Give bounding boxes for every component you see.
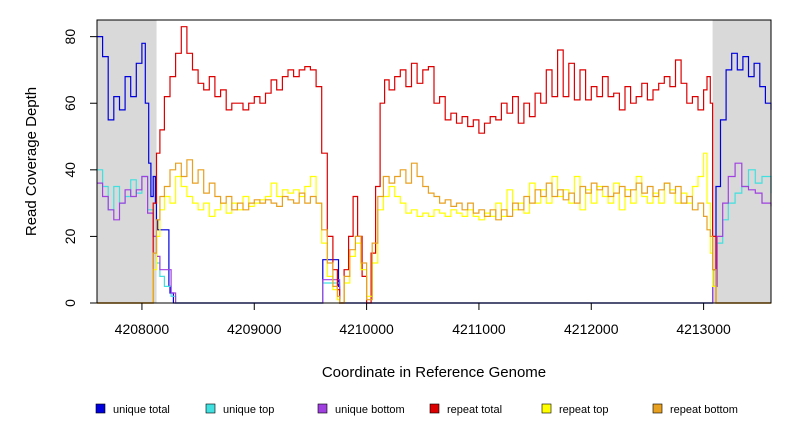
- x-tick-label-0: 4208000: [115, 321, 170, 337]
- y-axis-title: Read Coverage Depth: [23, 87, 40, 236]
- series-line-repeat-top: [97, 152, 771, 304]
- x-tick-label-1: 4209000: [227, 321, 282, 337]
- legend-label-unique-top: unique top: [223, 404, 274, 416]
- series-line-repeat-total: [97, 26, 771, 304]
- x-axis: 4208000 4209000 4210000 4211000 4212000 42130…: [115, 303, 731, 337]
- legend-swatch-repeat-bottom: [652, 403, 663, 414]
- legend-swatch-repeat-total: [429, 403, 440, 414]
- x-tick-label-3: 4211000: [452, 321, 506, 337]
- y-axis: 0 20 40 60 80: [62, 29, 97, 307]
- legend: unique total unique top unique bottom repea…: [95, 403, 738, 416]
- x-axis-title: Coordinate in Reference Genome: [322, 364, 546, 381]
- plot-frame: [96, 19, 772, 304]
- y-tick-label-2: 40: [62, 162, 78, 178]
- y-tick-label-0: 0: [62, 299, 78, 307]
- legend-label-repeat-total: repeat total: [447, 404, 502, 416]
- x-tick-label-4: 4212000: [564, 321, 619, 337]
- series-line-unique-bottom: [97, 162, 772, 304]
- series-line-repeat-bottom: [97, 159, 771, 304]
- y-tick-label-4: 80: [62, 29, 78, 45]
- legend-swatch-unique-top: [205, 403, 216, 414]
- x-tick-label-2: 4210000: [339, 321, 394, 337]
- legend-swatch-unique-total: [95, 403, 106, 414]
- legend-label-unique-bottom: unique bottom: [335, 404, 405, 416]
- shaded-region-0: [97, 20, 157, 303]
- legend-swatch-unique-bottom: [317, 403, 328, 414]
- legend-label-unique-total: unique total: [113, 404, 170, 416]
- legend-label-repeat-bottom: repeat bottom: [670, 404, 738, 416]
- series-lines: [97, 26, 772, 304]
- legend-swatch-repeat-top: [541, 403, 552, 414]
- x-tick-label-5: 4213000: [676, 321, 731, 337]
- shaded-region-1: [712, 20, 771, 303]
- shaded-regions: [97, 20, 771, 303]
- y-tick-label-1: 20: [62, 228, 78, 244]
- legend-label-repeat-top: repeat top: [559, 404, 609, 416]
- y-tick-label-3: 60: [62, 95, 78, 111]
